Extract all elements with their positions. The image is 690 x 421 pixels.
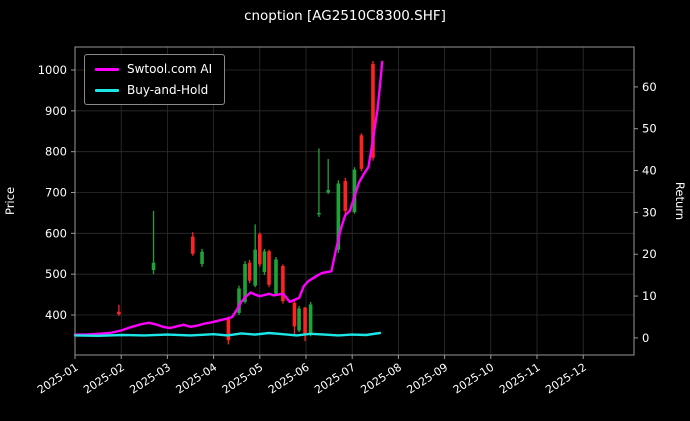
svg-text:60: 60 bbox=[642, 80, 657, 94]
svg-text:2025-04: 2025-04 bbox=[174, 361, 220, 397]
svg-text:600: 600 bbox=[45, 226, 67, 240]
svg-text:2025-11: 2025-11 bbox=[497, 361, 543, 397]
svg-text:400: 400 bbox=[45, 308, 67, 322]
svg-text:2025-07: 2025-07 bbox=[312, 361, 358, 397]
buy-and-hold-line-swatch bbox=[95, 88, 119, 92]
svg-text:Return: Return bbox=[673, 182, 687, 220]
svg-text:2025-08: 2025-08 bbox=[358, 361, 404, 397]
chart-legend: Swtool.com AI Buy-and-Hold bbox=[84, 54, 226, 105]
legend-item-ai: Swtool.com AI bbox=[95, 62, 212, 76]
svg-text:2025-06: 2025-06 bbox=[266, 361, 312, 397]
svg-text:500: 500 bbox=[45, 267, 67, 281]
ai-line-swatch bbox=[95, 67, 119, 71]
svg-text:20: 20 bbox=[642, 247, 657, 261]
svg-text:1000: 1000 bbox=[38, 63, 67, 77]
legend-label-buy-and-hold: Buy-and-Hold bbox=[127, 83, 209, 97]
svg-text:0: 0 bbox=[642, 331, 649, 345]
svg-text:Price: Price bbox=[3, 187, 17, 215]
legend-label-ai: Swtool.com AI bbox=[127, 62, 213, 76]
svg-text:50: 50 bbox=[642, 122, 657, 136]
svg-text:900: 900 bbox=[45, 104, 67, 118]
svg-text:2025-02: 2025-02 bbox=[81, 361, 127, 397]
svg-text:800: 800 bbox=[45, 145, 67, 159]
svg-text:2025-03: 2025-03 bbox=[127, 361, 173, 397]
svg-text:30: 30 bbox=[642, 205, 657, 219]
svg-text:2025-09: 2025-09 bbox=[405, 361, 451, 397]
svg-text:2025-01: 2025-01 bbox=[35, 361, 81, 397]
svg-text:2025-05: 2025-05 bbox=[220, 361, 266, 397]
legend-item-buy-and-hold: Buy-and-Hold bbox=[95, 83, 212, 97]
svg-text:40: 40 bbox=[642, 164, 657, 178]
svg-text:10: 10 bbox=[642, 289, 657, 303]
chart-title: cnoption [AG2510C8300.SHF] bbox=[244, 8, 446, 24]
svg-text:2025-10: 2025-10 bbox=[451, 361, 497, 397]
svg-text:2025-12: 2025-12 bbox=[543, 361, 589, 397]
svg-text:700: 700 bbox=[45, 186, 67, 200]
